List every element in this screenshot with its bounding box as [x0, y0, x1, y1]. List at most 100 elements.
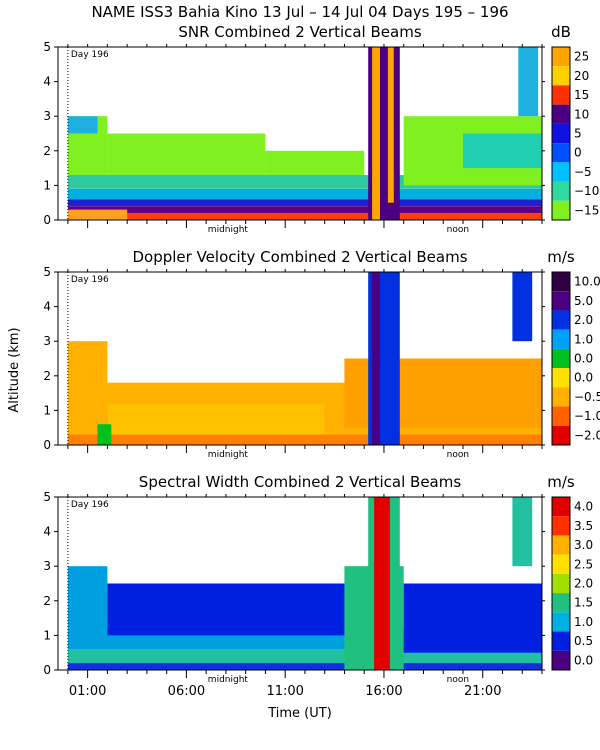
plot-frame — [57, 271, 543, 446]
colorbar-segment — [552, 516, 570, 536]
colorbar-segment — [552, 593, 570, 613]
x-axis-label: Time (UT) — [267, 706, 332, 721]
heatmap-cell — [67, 188, 543, 200]
colorbar-unit: dB — [551, 23, 571, 41]
colorbar-tick-label: −15 — [574, 203, 599, 217]
colorbar-segment — [552, 272, 570, 292]
y-tick-label: 4 — [43, 75, 51, 89]
y-tick-label: 0 — [43, 213, 51, 227]
y-tick-label: 3 — [43, 109, 51, 123]
colorbar-segment — [552, 181, 570, 201]
colorbar-tick-label: 0.0 — [574, 352, 593, 366]
heatmap-cell — [518, 47, 539, 117]
y-tick-label: 4 — [43, 525, 51, 539]
colorbar-segment — [552, 612, 570, 632]
heatmap-cell — [387, 47, 394, 203]
colorbar-tick-label: 20 — [574, 69, 589, 83]
colorbar-tick-label: 25 — [574, 50, 589, 64]
plot-frame — [57, 46, 543, 221]
x-tick-label: 21:00 — [464, 684, 501, 699]
colorbar-frame — [551, 46, 571, 221]
colorbar-segment — [552, 123, 570, 144]
colorbar-tick-label: 10.0 — [574, 275, 600, 289]
colorbar-unit: m/s — [547, 248, 575, 266]
day-marker-label: Day 196 — [71, 500, 109, 510]
day-marker-label: Day 196 — [71, 50, 109, 60]
colorbar-segment — [552, 143, 570, 163]
x-tick-label: 01:00 — [69, 684, 106, 699]
y-tick-label: 5 — [43, 40, 51, 54]
colorbar-segment — [552, 554, 570, 574]
colorbar-tick-label: 3.5 — [574, 519, 593, 533]
colorbar-tick-label: 1.0 — [574, 332, 593, 346]
heatmap-cell — [403, 583, 542, 653]
heatmap-cell — [67, 209, 128, 220]
colorbar-tick-label: −5 — [574, 165, 592, 179]
heatmap-cell — [97, 424, 112, 445]
colorbar-segment — [552, 66, 570, 86]
colorbar-segment — [552, 291, 570, 311]
colorbar-tick-label: −1.0 — [574, 409, 600, 423]
y-tick-label: 4 — [43, 300, 51, 314]
day-marker-label: Day 196 — [71, 275, 109, 285]
colorbar-segment — [552, 425, 570, 445]
y-tick-label: 3 — [43, 559, 51, 573]
colorbar-tick-label: 4.0 — [574, 500, 593, 514]
x-tick-label: 11:00 — [266, 684, 303, 699]
midnight-label: midnight — [208, 225, 249, 235]
y-tick-label: 2 — [43, 369, 51, 383]
colorbar-tick-label: 1.0 — [574, 615, 593, 629]
colorbar-segment — [552, 162, 570, 182]
colorbar-tick-label: −0.5 — [574, 390, 600, 404]
colorbar-tick-label: −2.0 — [574, 428, 600, 442]
colorbar-segment — [552, 348, 570, 369]
heatmap-cell — [67, 566, 108, 636]
colorbar-segment — [552, 535, 570, 555]
heatmap-cell — [67, 206, 543, 214]
panel-2: Doppler Velocity Combined 2 Vertical Bea… — [43, 248, 600, 460]
heatmap-cell — [67, 341, 108, 411]
y-tick-label: 1 — [43, 178, 51, 192]
x-tick-label: 06:00 — [168, 684, 205, 699]
colorbar-tick-label: 0.0 — [574, 653, 593, 667]
colorbar-segment — [552, 406, 570, 426]
colorbar-tick-label: 1.5 — [574, 596, 593, 610]
heatmap-cell — [67, 199, 543, 207]
heatmap-cell — [372, 272, 380, 445]
x-tick-label: 16:00 — [365, 684, 402, 699]
page-title: NAME ISS3 Bahia Kino 13 Jul – 14 Jul 04 … — [91, 3, 508, 21]
colorbar-tick-label: 5 — [574, 127, 582, 141]
noon-label: noon — [447, 225, 469, 235]
heatmap-cell — [265, 150, 365, 175]
y-tick-label: 0 — [43, 438, 51, 452]
colorbar-tick-label: 2.0 — [574, 313, 593, 327]
panel-3: Spectral Width Combined 2 Vertical Beams… — [43, 473, 593, 699]
colorbar-tick-label: 2.0 — [574, 577, 593, 591]
y-tick-label: 5 — [43, 265, 51, 279]
colorbar-segment — [552, 310, 570, 330]
heatmap-cell — [67, 663, 543, 670]
y-tick-label: 3 — [43, 334, 51, 348]
colorbar-frame — [551, 496, 571, 671]
panel-1: SNR Combined 2 Vertical Beams dB Day 196 0 1… — [43, 23, 599, 235]
heatmap-cell — [107, 583, 345, 636]
colorbar-segment — [552, 85, 570, 105]
panel-title: SNR Combined 2 Vertical Beams — [178, 23, 421, 41]
heatmap-cell — [107, 133, 266, 175]
colorbar-segment — [552, 200, 570, 220]
midnight-label: midnight — [208, 450, 249, 460]
y-tick-label: 1 — [43, 628, 51, 642]
colorbar-segment — [552, 104, 570, 124]
colorbar-segment — [552, 387, 570, 407]
colorbar-tick-label: −10 — [574, 184, 599, 198]
colorbar-segment — [552, 573, 570, 594]
colorbar-segment — [552, 497, 570, 517]
y-tick-label: 2 — [43, 144, 51, 158]
noon-label: noon — [447, 450, 469, 460]
y-tick-label: 0 — [43, 663, 51, 677]
heatmap-cell — [463, 133, 542, 169]
colorbar-tick-label: 0 — [574, 146, 582, 160]
heatmap-cell — [67, 116, 98, 134]
